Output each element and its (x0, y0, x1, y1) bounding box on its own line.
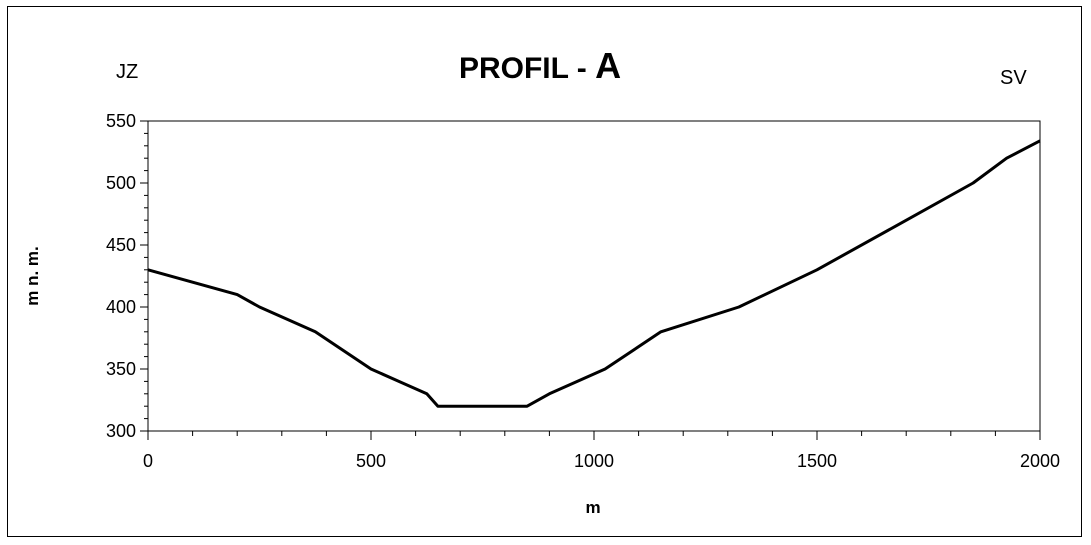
axes: 300 350 400 450 500 550 0 500 1000 1500 2000 (106, 111, 1060, 471)
plot-area (147, 139, 1041, 408)
y-tick-label: 300 (106, 421, 136, 441)
y-tick-label: 450 (106, 235, 136, 255)
chart-title: PROFIL - A (459, 45, 621, 86)
y-axis-title: m n. m. (23, 246, 42, 306)
chart-title-suffix: A (595, 45, 621, 86)
y-tick-label: 550 (106, 111, 136, 131)
left-direction-label: JZ (116, 61, 138, 83)
y-tick-label: 350 (106, 359, 136, 379)
chart-frame (7, 6, 1082, 537)
x-tick-label: 500 (356, 451, 386, 471)
x-tick-label: 1500 (797, 451, 837, 471)
x-tick-label: 1000 (574, 451, 614, 471)
x-tick-label: 2000 (1020, 451, 1060, 471)
x-axis-title: m (585, 498, 600, 517)
x-tick-label: 0 (143, 451, 153, 471)
profile-line (147, 139, 1041, 408)
y-tick-label: 500 (106, 173, 136, 193)
y-tick-label: 400 (106, 297, 136, 317)
chart-title-prefix: PROFIL - (459, 52, 595, 85)
plot-border (147, 120, 1041, 432)
right-direction-label: SV (1000, 67, 1027, 89)
